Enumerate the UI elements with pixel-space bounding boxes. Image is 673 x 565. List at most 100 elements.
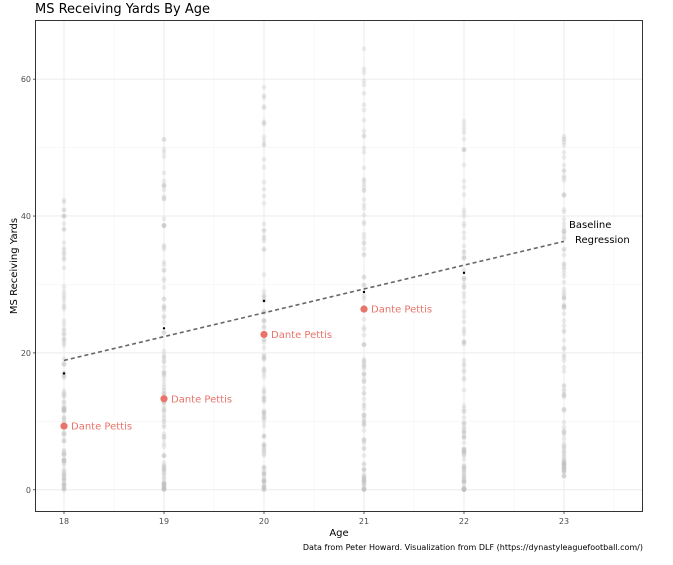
age-mean-point bbox=[162, 327, 166, 330]
background-point bbox=[261, 465, 267, 471]
background-point bbox=[561, 207, 567, 212]
background-point bbox=[161, 434, 167, 440]
background-point bbox=[461, 450, 467, 455]
background-point bbox=[261, 179, 267, 185]
background-point bbox=[161, 259, 167, 265]
background-point bbox=[161, 315, 167, 321]
background-point bbox=[161, 487, 167, 493]
background-point bbox=[561, 468, 567, 474]
background-point bbox=[61, 457, 67, 463]
background-point bbox=[61, 331, 67, 337]
background-point bbox=[261, 164, 267, 170]
background-point bbox=[361, 117, 367, 123]
background-point bbox=[461, 452, 467, 458]
background-point bbox=[161, 482, 167, 488]
background-point bbox=[561, 386, 567, 392]
background-point bbox=[161, 408, 167, 414]
background-point bbox=[361, 474, 367, 480]
background-point bbox=[161, 431, 167, 437]
background-point bbox=[261, 487, 267, 493]
background-point bbox=[561, 154, 567, 160]
background-point bbox=[161, 372, 167, 378]
background-point bbox=[561, 261, 567, 267]
background-point bbox=[561, 168, 567, 174]
background-point bbox=[161, 183, 167, 189]
background-point bbox=[161, 480, 167, 486]
background-point bbox=[461, 486, 467, 492]
background-point bbox=[261, 233, 267, 239]
background-point bbox=[161, 196, 167, 202]
major-gridlines bbox=[36, 21, 642, 511]
highlighted-player-point bbox=[60, 422, 68, 430]
background-point bbox=[61, 213, 67, 219]
background-point bbox=[361, 274, 367, 280]
background-point bbox=[461, 207, 467, 213]
background-point bbox=[261, 157, 267, 162]
background-point bbox=[561, 393, 567, 399]
background-point bbox=[61, 484, 67, 490]
background-point bbox=[361, 413, 367, 419]
background-point bbox=[361, 403, 367, 409]
background-point bbox=[61, 416, 67, 422]
x-tick-label: 18 bbox=[59, 517, 69, 526]
background-point bbox=[461, 223, 467, 229]
background-point bbox=[161, 150, 167, 155]
background-point bbox=[361, 446, 367, 452]
background-point bbox=[361, 479, 367, 485]
background-point bbox=[561, 443, 567, 449]
background-point bbox=[61, 213, 67, 219]
background-point bbox=[161, 453, 167, 459]
background-point bbox=[261, 471, 267, 477]
background-point bbox=[561, 294, 567, 300]
background-point bbox=[561, 247, 567, 252]
background-point bbox=[161, 244, 167, 250]
background-point bbox=[261, 295, 267, 301]
background-point bbox=[61, 452, 67, 458]
background-point bbox=[461, 147, 467, 153]
background-point bbox=[361, 206, 367, 211]
background-point bbox=[161, 484, 167, 490]
background-point bbox=[361, 481, 367, 487]
background-point bbox=[461, 387, 467, 393]
background-point bbox=[461, 243, 467, 249]
background-point bbox=[461, 341, 467, 347]
background-point bbox=[61, 458, 67, 463]
background-point bbox=[361, 274, 367, 280]
background-point bbox=[461, 284, 467, 290]
background-point bbox=[461, 213, 467, 219]
background-point bbox=[161, 320, 167, 325]
background-point bbox=[461, 484, 467, 490]
y-tick-label: 20 bbox=[21, 349, 31, 358]
background-point bbox=[161, 374, 167, 380]
background-point bbox=[561, 461, 567, 466]
background-point bbox=[261, 293, 267, 299]
background-point bbox=[561, 175, 567, 181]
background-point bbox=[461, 430, 467, 435]
background-point bbox=[61, 407, 67, 412]
background-point bbox=[61, 295, 67, 300]
background-point bbox=[461, 449, 467, 454]
background-point bbox=[261, 235, 267, 241]
background-point bbox=[461, 284, 467, 290]
background-point bbox=[361, 467, 367, 473]
background-point bbox=[161, 481, 167, 487]
background-point bbox=[61, 399, 67, 405]
background-point bbox=[61, 481, 67, 487]
background-point bbox=[361, 296, 367, 301]
background-point bbox=[461, 314, 467, 320]
background-point bbox=[161, 303, 167, 309]
background-point bbox=[461, 357, 467, 363]
background-point bbox=[61, 486, 67, 492]
background-point bbox=[261, 386, 267, 392]
chart-title: MS Receiving Yards By Age bbox=[35, 2, 210, 17]
background-point bbox=[61, 326, 67, 332]
background-point bbox=[261, 353, 267, 359]
background-point bbox=[61, 475, 67, 481]
background-point bbox=[161, 485, 167, 491]
background-point bbox=[561, 428, 567, 434]
age-mean-point bbox=[362, 290, 366, 294]
background-point bbox=[261, 470, 267, 476]
background-point bbox=[261, 390, 267, 396]
x-tick-label: 20 bbox=[259, 517, 269, 526]
